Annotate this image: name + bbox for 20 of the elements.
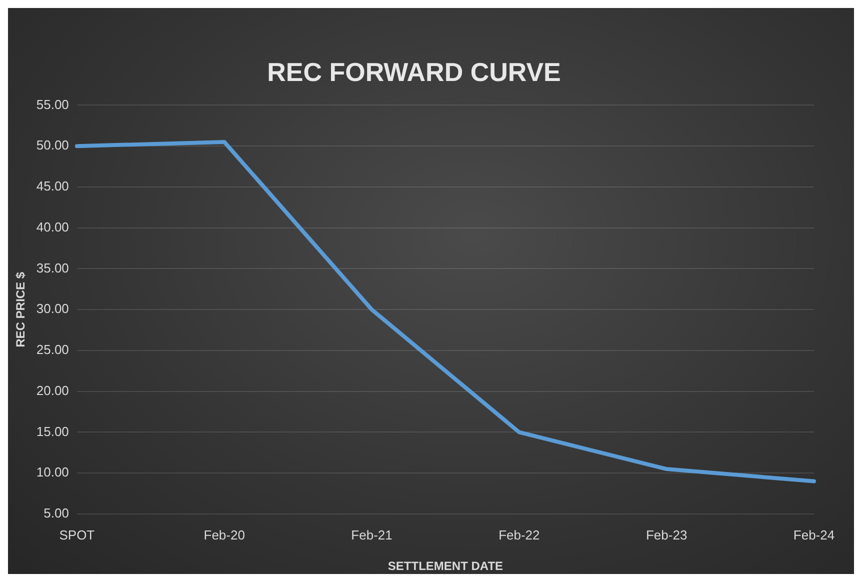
x-tick-label: SPOT: [59, 527, 95, 542]
x-tick-label: Feb-22: [498, 527, 540, 542]
chart-title: REC FORWARD CURVE: [267, 56, 561, 87]
x-tick-label: Feb-23: [646, 527, 688, 542]
y-tick-label: 55.00: [36, 96, 69, 112]
y-tick-label: 45.00: [36, 178, 69, 194]
y-tick-label: 25.00: [36, 342, 69, 358]
y-tick-label: 40.00: [36, 219, 69, 234]
y-tick-label: 5.00: [44, 506, 69, 521]
y-axis-title: REC PRICE $: [14, 272, 28, 348]
y-tick-label: 30.00: [36, 301, 69, 316]
y-tick-label: 20.00: [36, 382, 69, 398]
y-tick-label: 50.00: [36, 138, 69, 153]
y-tick-label: 10.00: [36, 464, 69, 480]
x-tick-label: Feb-24: [793, 527, 835, 542]
y-tick-label: 35.00: [36, 260, 69, 276]
x-axis-title: SETTLEMENT DATE: [388, 559, 504, 574]
y-tick-label: 15.00: [36, 424, 69, 439]
x-tick-label: Feb-20: [204, 527, 245, 542]
x-tick-label: Feb-21: [351, 527, 392, 542]
